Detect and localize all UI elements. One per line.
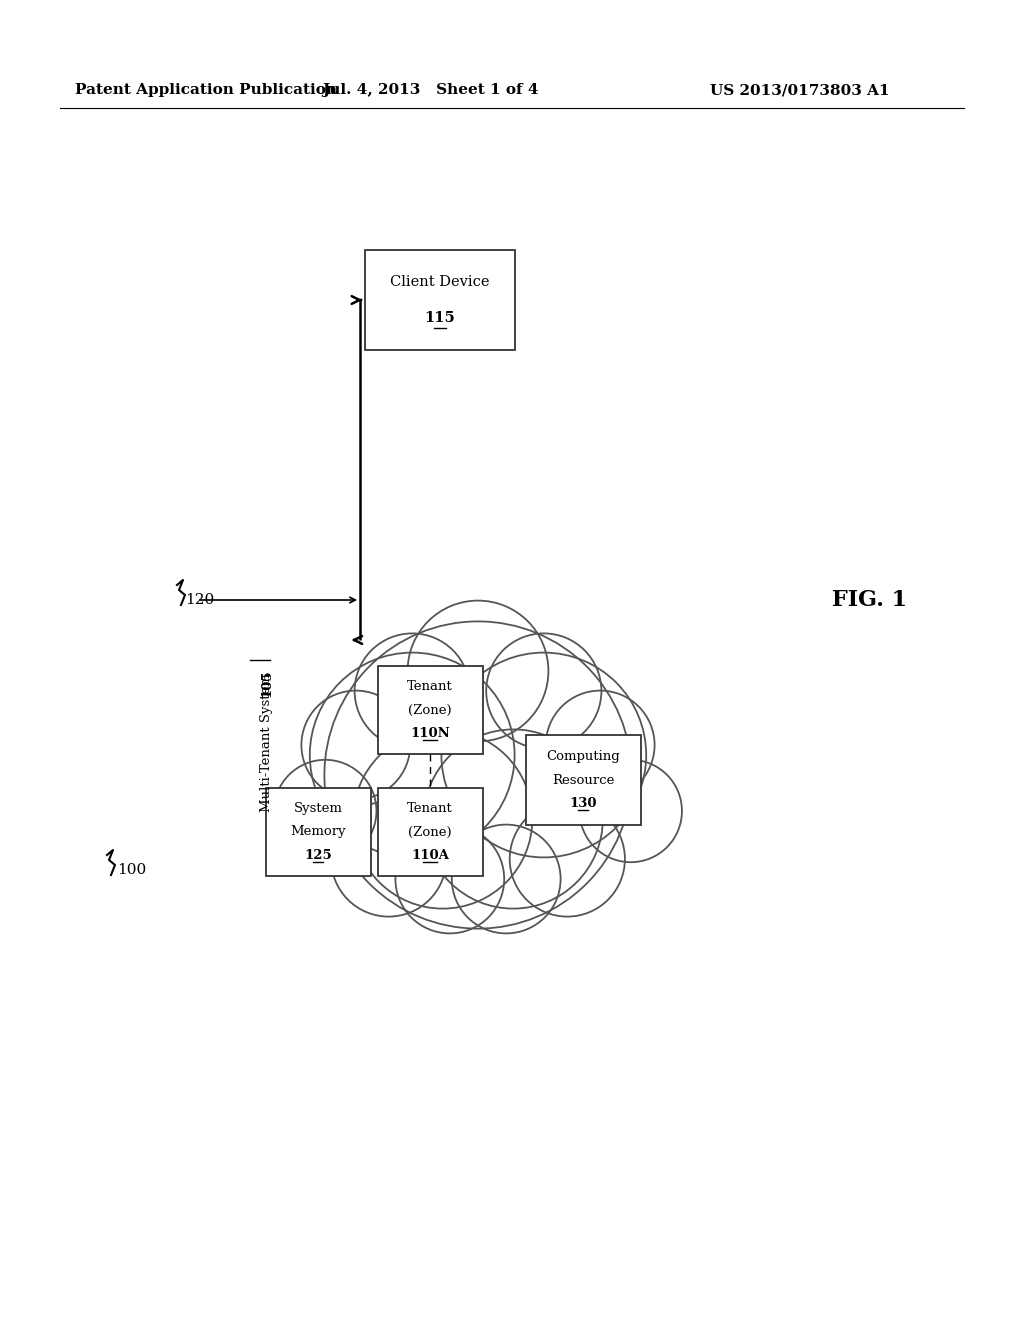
Circle shape [510,801,625,916]
Circle shape [580,760,682,862]
Circle shape [441,652,646,858]
Bar [525,735,640,825]
Text: Patent Application Publication: Patent Application Publication [75,83,337,96]
Text: US 2013/0173803 A1: US 2013/0173803 A1 [711,83,890,96]
Text: 120: 120 [185,593,214,607]
Circle shape [546,690,654,800]
Text: 125: 125 [304,849,332,862]
Text: System: System [294,803,342,816]
Bar [265,788,371,876]
Text: 110A: 110A [411,849,449,862]
Text: Resource: Resource [552,774,614,787]
Circle shape [354,634,470,748]
Circle shape [310,652,515,858]
Text: 130: 130 [569,797,597,810]
Text: 100: 100 [117,863,146,876]
Text: Computing: Computing [546,750,620,763]
Bar [378,667,482,754]
Text: Tenant: Tenant [408,803,453,816]
Bar [365,249,515,350]
Circle shape [325,622,632,928]
Circle shape [424,730,603,908]
Circle shape [395,825,504,933]
Circle shape [353,730,532,908]
Circle shape [301,690,411,800]
Text: 115: 115 [425,310,456,325]
Text: 110N: 110N [411,726,450,739]
Text: Client Device: Client Device [390,275,489,289]
Text: Tenant: Tenant [408,680,453,693]
Circle shape [452,825,560,933]
Text: Jul. 4, 2013   Sheet 1 of 4: Jul. 4, 2013 Sheet 1 of 4 [322,83,539,96]
Text: Memory: Memory [290,825,346,838]
Bar [378,788,482,876]
Circle shape [274,760,377,862]
Text: FIG. 1: FIG. 1 [833,589,907,611]
Text: (Zone): (Zone) [409,704,452,717]
Text: (Zone): (Zone) [409,825,452,838]
Circle shape [331,801,446,916]
Text: 105: 105 [260,669,273,697]
Circle shape [486,634,601,748]
Text: Multi-Tenant System: Multi-Tenant System [260,668,273,812]
Circle shape [408,601,549,742]
